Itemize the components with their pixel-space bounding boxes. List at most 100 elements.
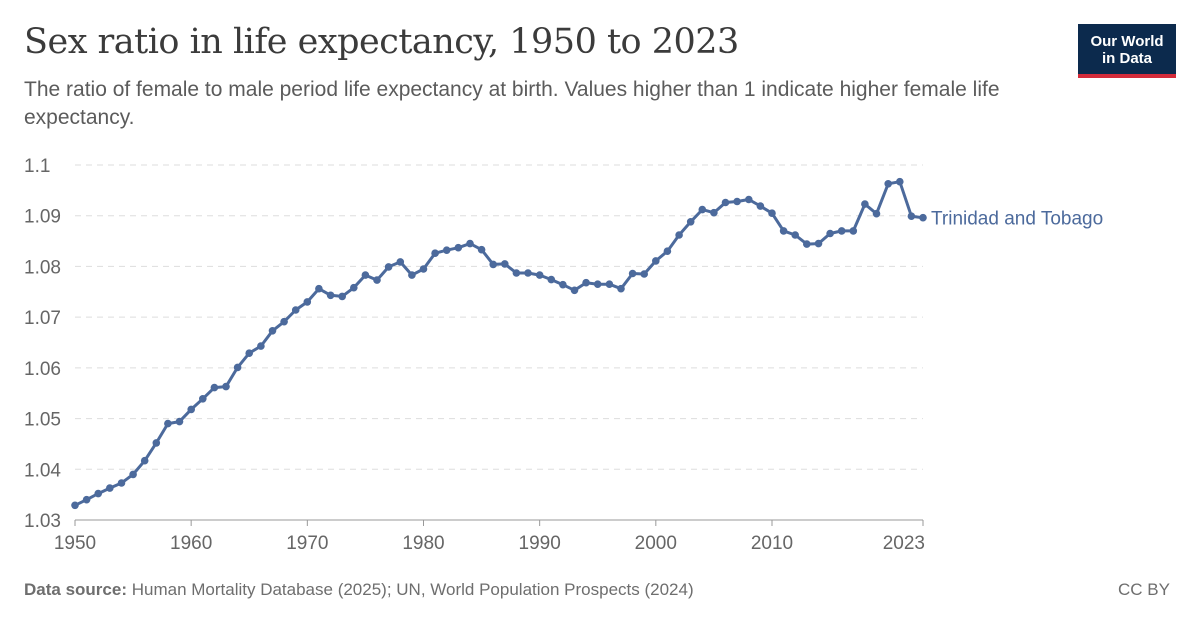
data-point[interactable] (187, 405, 195, 414)
data-point[interactable] (396, 258, 405, 266)
data-point[interactable] (466, 239, 474, 248)
series-line (74, 180, 924, 507)
data-point[interactable] (733, 197, 741, 206)
data-point[interactable] (803, 240, 811, 248)
data-point[interactable] (245, 349, 253, 358)
data-point[interactable] (164, 419, 172, 428)
data-point[interactable] (605, 280, 614, 289)
data-point[interactable] (861, 200, 869, 208)
data-point[interactable] (640, 270, 648, 278)
series-label: Trinidad and Tobago (931, 209, 1103, 230)
data-point[interactable] (129, 470, 137, 479)
data-point[interactable] (535, 271, 544, 279)
data-point[interactable] (617, 284, 625, 293)
data-source-text: Human Mortality Database (2025); UN, Wor… (131, 580, 694, 599)
data-point[interactable] (907, 212, 916, 220)
y-tick-label: 1.1 (24, 156, 50, 177)
x-tick-label: 1990 (519, 533, 561, 554)
data-point[interactable] (768, 209, 776, 217)
data-point[interactable] (303, 298, 312, 306)
data-point[interactable] (419, 265, 428, 273)
data-point[interactable] (791, 231, 799, 239)
data-point[interactable] (501, 260, 509, 268)
data-point[interactable] (82, 495, 91, 504)
x-tick-label: 1970 (286, 533, 328, 554)
grid-lines (75, 164, 923, 470)
x-tick-label: 1960 (170, 533, 212, 554)
data-point[interactable] (222, 382, 230, 391)
data-point[interactable] (756, 202, 765, 210)
data-point[interactable] (257, 342, 265, 350)
data-source: Data source: Human Mortality Database (2… (24, 580, 694, 600)
x-tick-label: 1980 (402, 533, 444, 554)
data-point[interactable] (454, 243, 463, 252)
data-point[interactable] (837, 227, 846, 235)
data-point[interactable] (710, 208, 718, 217)
data-point[interactable] (94, 489, 102, 498)
x-tick-label: 2010 (751, 533, 793, 554)
data-point[interactable] (117, 479, 126, 487)
data-point[interactable] (779, 227, 788, 235)
data-point[interactable] (570, 286, 579, 295)
data-point[interactable] (721, 198, 730, 207)
data-point[interactable] (826, 229, 834, 238)
data-point[interactable] (291, 306, 300, 314)
owid-logo[interactable]: Our World in Data (1078, 24, 1176, 78)
data-point[interactable] (675, 231, 683, 239)
data-point[interactable] (210, 383, 219, 392)
data-point[interactable] (477, 245, 486, 254)
data-point[interactable] (280, 317, 288, 326)
data-point[interactable] (233, 363, 242, 372)
data-point[interactable] (814, 239, 823, 248)
data-point[interactable] (431, 249, 439, 257)
y-tick-label: 1.08 (24, 257, 61, 278)
data-point[interactable] (152, 439, 161, 447)
data-point[interactable] (338, 292, 347, 301)
data-point[interactable] (384, 263, 393, 271)
data-point[interactable] (326, 291, 335, 300)
data-point[interactable] (373, 276, 381, 284)
data-point[interactable] (896, 177, 904, 186)
data-point[interactable] (106, 484, 114, 492)
data-point[interactable] (361, 271, 370, 279)
data-point[interactable] (884, 180, 892, 188)
data-point[interactable] (582, 278, 590, 287)
data-point[interactable] (628, 269, 637, 278)
x-tick-label: 1950 (54, 533, 96, 554)
data-point[interactable] (175, 417, 184, 426)
data-point[interactable] (71, 501, 79, 510)
data-point[interactable] (350, 283, 358, 292)
data-point[interactable] (524, 269, 532, 277)
y-tick-label: 1.03 (24, 511, 61, 532)
y-tick-label: 1.05 (24, 410, 61, 431)
data-point[interactable] (512, 269, 521, 277)
data-point[interactable] (849, 227, 858, 235)
data-point[interactable] (268, 327, 277, 335)
data-point[interactable] (408, 271, 416, 279)
logo-line-2: in Data (1101, 50, 1152, 67)
chart-subtitle: The ratio of female to male period life … (24, 78, 1000, 129)
chart-title: Sex ratio in life expectancy, 1950 to 20… (24, 22, 739, 62)
license-link[interactable]: CC BY (1118, 580, 1170, 599)
data-point[interactable] (686, 218, 695, 226)
data-point[interactable] (652, 257, 660, 265)
data-point[interactable] (919, 213, 927, 222)
logo-accent-bar (1078, 74, 1176, 78)
y-axis: 1.03 1.04 1.05 1.06 1.07 1.08 1.09 1.1 (24, 156, 61, 532)
data-point[interactable] (442, 246, 451, 254)
data-point[interactable] (489, 260, 498, 269)
data-point[interactable] (315, 284, 323, 293)
data-point[interactable] (745, 195, 753, 204)
data-point[interactable] (593, 280, 602, 289)
data-point[interactable] (140, 456, 149, 465)
data-point[interactable] (872, 209, 881, 218)
data-point[interactable] (663, 247, 672, 255)
data-point[interactable] (698, 205, 707, 214)
data-point[interactable] (547, 275, 556, 284)
data-point[interactable] (199, 395, 207, 403)
data-point[interactable] (559, 280, 567, 289)
y-tick-label: 1.09 (24, 207, 61, 228)
x-tick-label: 2023 (883, 533, 925, 554)
series-group: Trinidad and Tobago (71, 177, 1103, 510)
